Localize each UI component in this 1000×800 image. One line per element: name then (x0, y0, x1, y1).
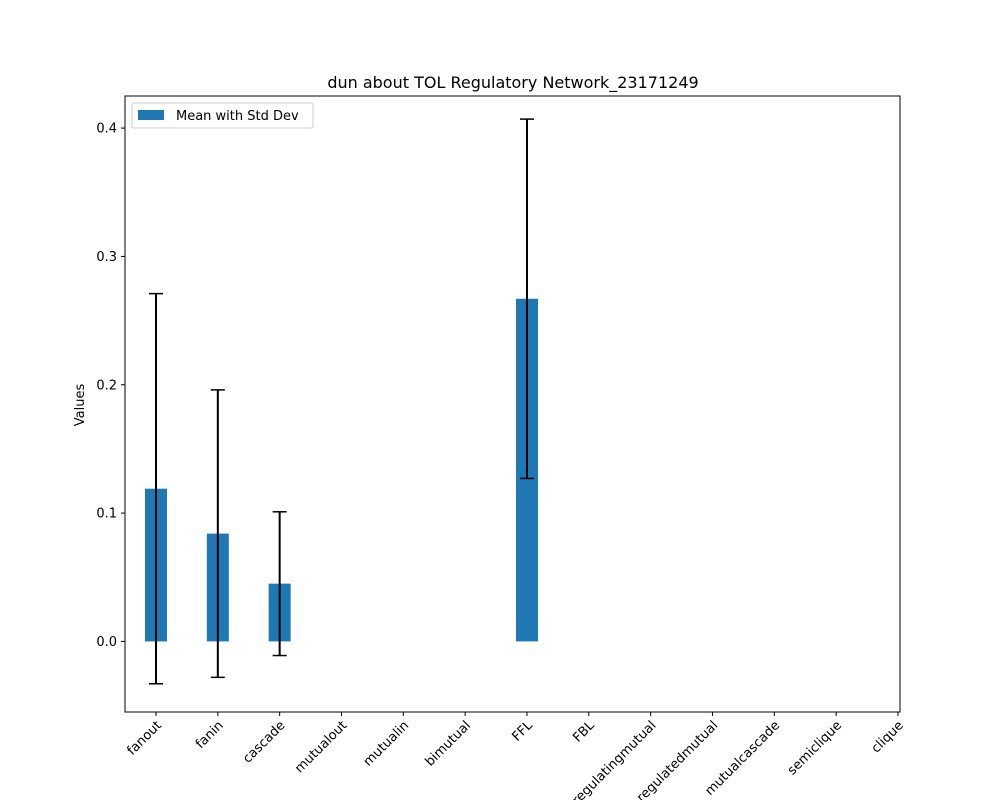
legend-box (131, 102, 314, 129)
y-tick-label: 0.1 (96, 507, 117, 522)
y-tick-label: 0.4 (96, 122, 117, 137)
error-bar-cascade (272, 511, 287, 657)
y-tick-label: 0.3 (96, 250, 117, 265)
legend-label: Mean with Std Dev (176, 109, 299, 124)
y-tick-label: 0.0 (96, 635, 117, 650)
error-bar-FFL (519, 118, 534, 480)
error-bar-fanin (210, 389, 225, 679)
legend: Mean with Std Dev (131, 102, 314, 129)
legend-swatch (138, 110, 164, 120)
y-tick-label: 0.2 (96, 378, 117, 393)
chart-title: dun about TOL Regulatory Network_2317124… (327, 73, 698, 93)
y-axis-label: Values (73, 384, 88, 427)
axes-frame (124, 95, 901, 713)
error-bar-fanout (149, 292, 163, 685)
